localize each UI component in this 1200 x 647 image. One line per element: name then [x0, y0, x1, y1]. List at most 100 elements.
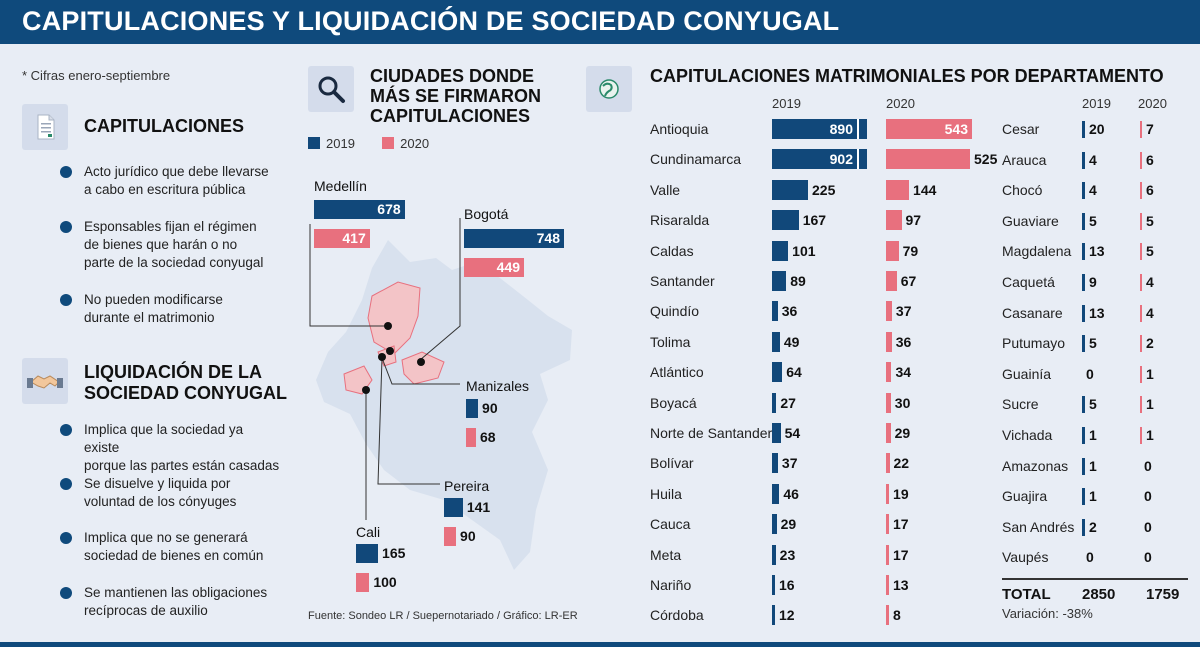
dept-value-2020: 8: [893, 607, 901, 624]
liquidacion-title-line2: SOCIEDAD CONYUGAL: [84, 383, 288, 403]
dept-bar-2020: [886, 514, 889, 535]
bullet-text: recíprocas de auxilio: [84, 603, 208, 618]
dot-bogota: [417, 358, 425, 366]
dept-value-2019: 27: [780, 394, 796, 411]
dept-value-2020: 0: [1144, 549, 1152, 566]
dot-cali: [362, 386, 370, 394]
dept-bar-2020: [886, 605, 889, 626]
dept-bar-2019: [772, 149, 867, 170]
dept-value-2019: 23: [779, 546, 796, 563]
dept-bar-2020: [1140, 151, 1142, 169]
dept-value-2019: 4: [1089, 182, 1097, 199]
dept-bar-2019: [1082, 335, 1085, 353]
dept-bar-2019: [1082, 304, 1085, 322]
dept-bar-2019: [1082, 457, 1085, 475]
legend-2019: 2019: [326, 136, 355, 151]
city-value-2019: 165: [382, 545, 406, 561]
dept-value-2020: 30: [894, 394, 911, 411]
city-bar-2019: [314, 200, 405, 219]
dept-name: Guainía: [1002, 365, 1052, 382]
dept-bar-2019: [772, 119, 867, 139]
dept-name: Córdoba: [650, 607, 704, 624]
dept-value-2020: 36: [895, 333, 912, 350]
dept-name: Caquetá: [1002, 274, 1055, 290]
dept-bar-2020: [886, 362, 892, 383]
dept-bar-2020: [886, 149, 970, 170]
city-label: Medellín: [314, 178, 367, 194]
dept-value-2020: 37: [895, 303, 912, 320]
dept-name: Huila: [650, 485, 682, 502]
city-bar-2020: [466, 428, 476, 447]
year-header-small-2020: 2020: [1138, 96, 1167, 111]
dept-name: Antioquia: [650, 121, 709, 137]
dept-value-2019: 12: [779, 607, 795, 624]
magnifier-icon: [308, 66, 354, 112]
bullet-text: de bienes que harán o no: [84, 237, 238, 252]
city-bar-2019: [466, 399, 479, 418]
dept-value-2019: 0: [1086, 549, 1094, 566]
legend: 2019 2020: [308, 136, 429, 151]
dept-name: Chocó: [1002, 182, 1043, 199]
city-label: Pereira: [444, 478, 490, 494]
city-value-2019: 90: [482, 400, 498, 416]
highlight-cundinamarca: [401, 351, 445, 385]
city-bar-2019: [464, 229, 564, 248]
bullet-text: Esponsables fijan el régimen: [84, 219, 257, 234]
dept-bar-2019: [1082, 427, 1085, 444]
handshake-icon: [22, 358, 68, 404]
dept-bar-2019: [1082, 182, 1085, 200]
dept-name: Vichada: [1002, 427, 1053, 443]
city-value-2019: 678: [377, 201, 401, 217]
leader-pereira: [377, 357, 440, 485]
bullet-item: Implica que la sociedad ya existe porque …: [60, 421, 282, 475]
dept-value-2019: 225: [812, 181, 836, 198]
dept-value-2019: 9: [1089, 274, 1097, 290]
leader-bogota: [419, 218, 461, 361]
dept-name: Risaralda: [650, 212, 710, 229]
city-label: Bogotá: [464, 206, 509, 222]
break-mark: [857, 149, 859, 170]
dept-bar-2019: [1082, 151, 1085, 169]
dept-bar-2019: [1082, 121, 1085, 138]
dept-bar-2019: [1082, 274, 1085, 291]
dept-name: Sucre: [1002, 396, 1039, 413]
city-bar-2020: [314, 229, 370, 248]
bullet-text: Implica que la sociedad ya existe: [84, 422, 244, 455]
city-bar-2019: [444, 498, 463, 517]
dept-bar-2020: [1140, 212, 1142, 230]
bullet-text: Acto jurídico que debe llevarse: [84, 164, 269, 179]
city-value-2020: 100: [373, 574, 397, 590]
dept-name: Bolívar: [650, 455, 694, 472]
dept-value-2020: 17: [893, 516, 909, 533]
city-bar-2020: [356, 573, 370, 592]
dept-value-2019: 0: [1086, 365, 1094, 382]
dept-name: San Andrés: [1002, 518, 1075, 535]
dept-value-2019: 89: [790, 273, 806, 289]
dept-name: Cesar: [1002, 121, 1040, 137]
dept-value-2019: 5: [1089, 396, 1097, 413]
dept-value-2020: 2: [1146, 335, 1154, 352]
city-bar-2020: [464, 258, 525, 277]
dept-bar-2019: [772, 210, 799, 231]
bullet-item: Implica que no se generará sociedad de bi…: [60, 529, 282, 565]
dept-name: Guajira: [1002, 488, 1048, 505]
dept-value-2019: 5: [1089, 212, 1097, 229]
city-value-2020: 449: [496, 259, 521, 275]
dept-bar-2019: [772, 605, 775, 626]
dot-pereira: [378, 353, 386, 361]
dept-bar-2019: [772, 271, 787, 291]
colombia-shape: [316, 240, 572, 570]
dept-bar-2020: [886, 423, 891, 443]
bullet-text: sociedad de bienes en común: [84, 548, 264, 563]
dept-bar-2019: [1082, 243, 1085, 261]
dept-value-2020: 17: [893, 546, 909, 563]
bullet-text: voluntad de los cónyuges: [84, 494, 237, 509]
legend-swatch-2019: [308, 137, 320, 149]
dept-name: Caldas: [650, 242, 694, 259]
dept-bar-2019: [772, 453, 778, 474]
dept-bar-2019: [772, 179, 808, 200]
city-value-2019: 141: [466, 499, 491, 515]
capitulaciones-title: CAPITULACIONES: [84, 116, 245, 136]
bullet-item: Acto jurídico que debe llevarse a cabo en…: [60, 163, 282, 199]
dept-name: Norte de Santander: [650, 425, 773, 441]
